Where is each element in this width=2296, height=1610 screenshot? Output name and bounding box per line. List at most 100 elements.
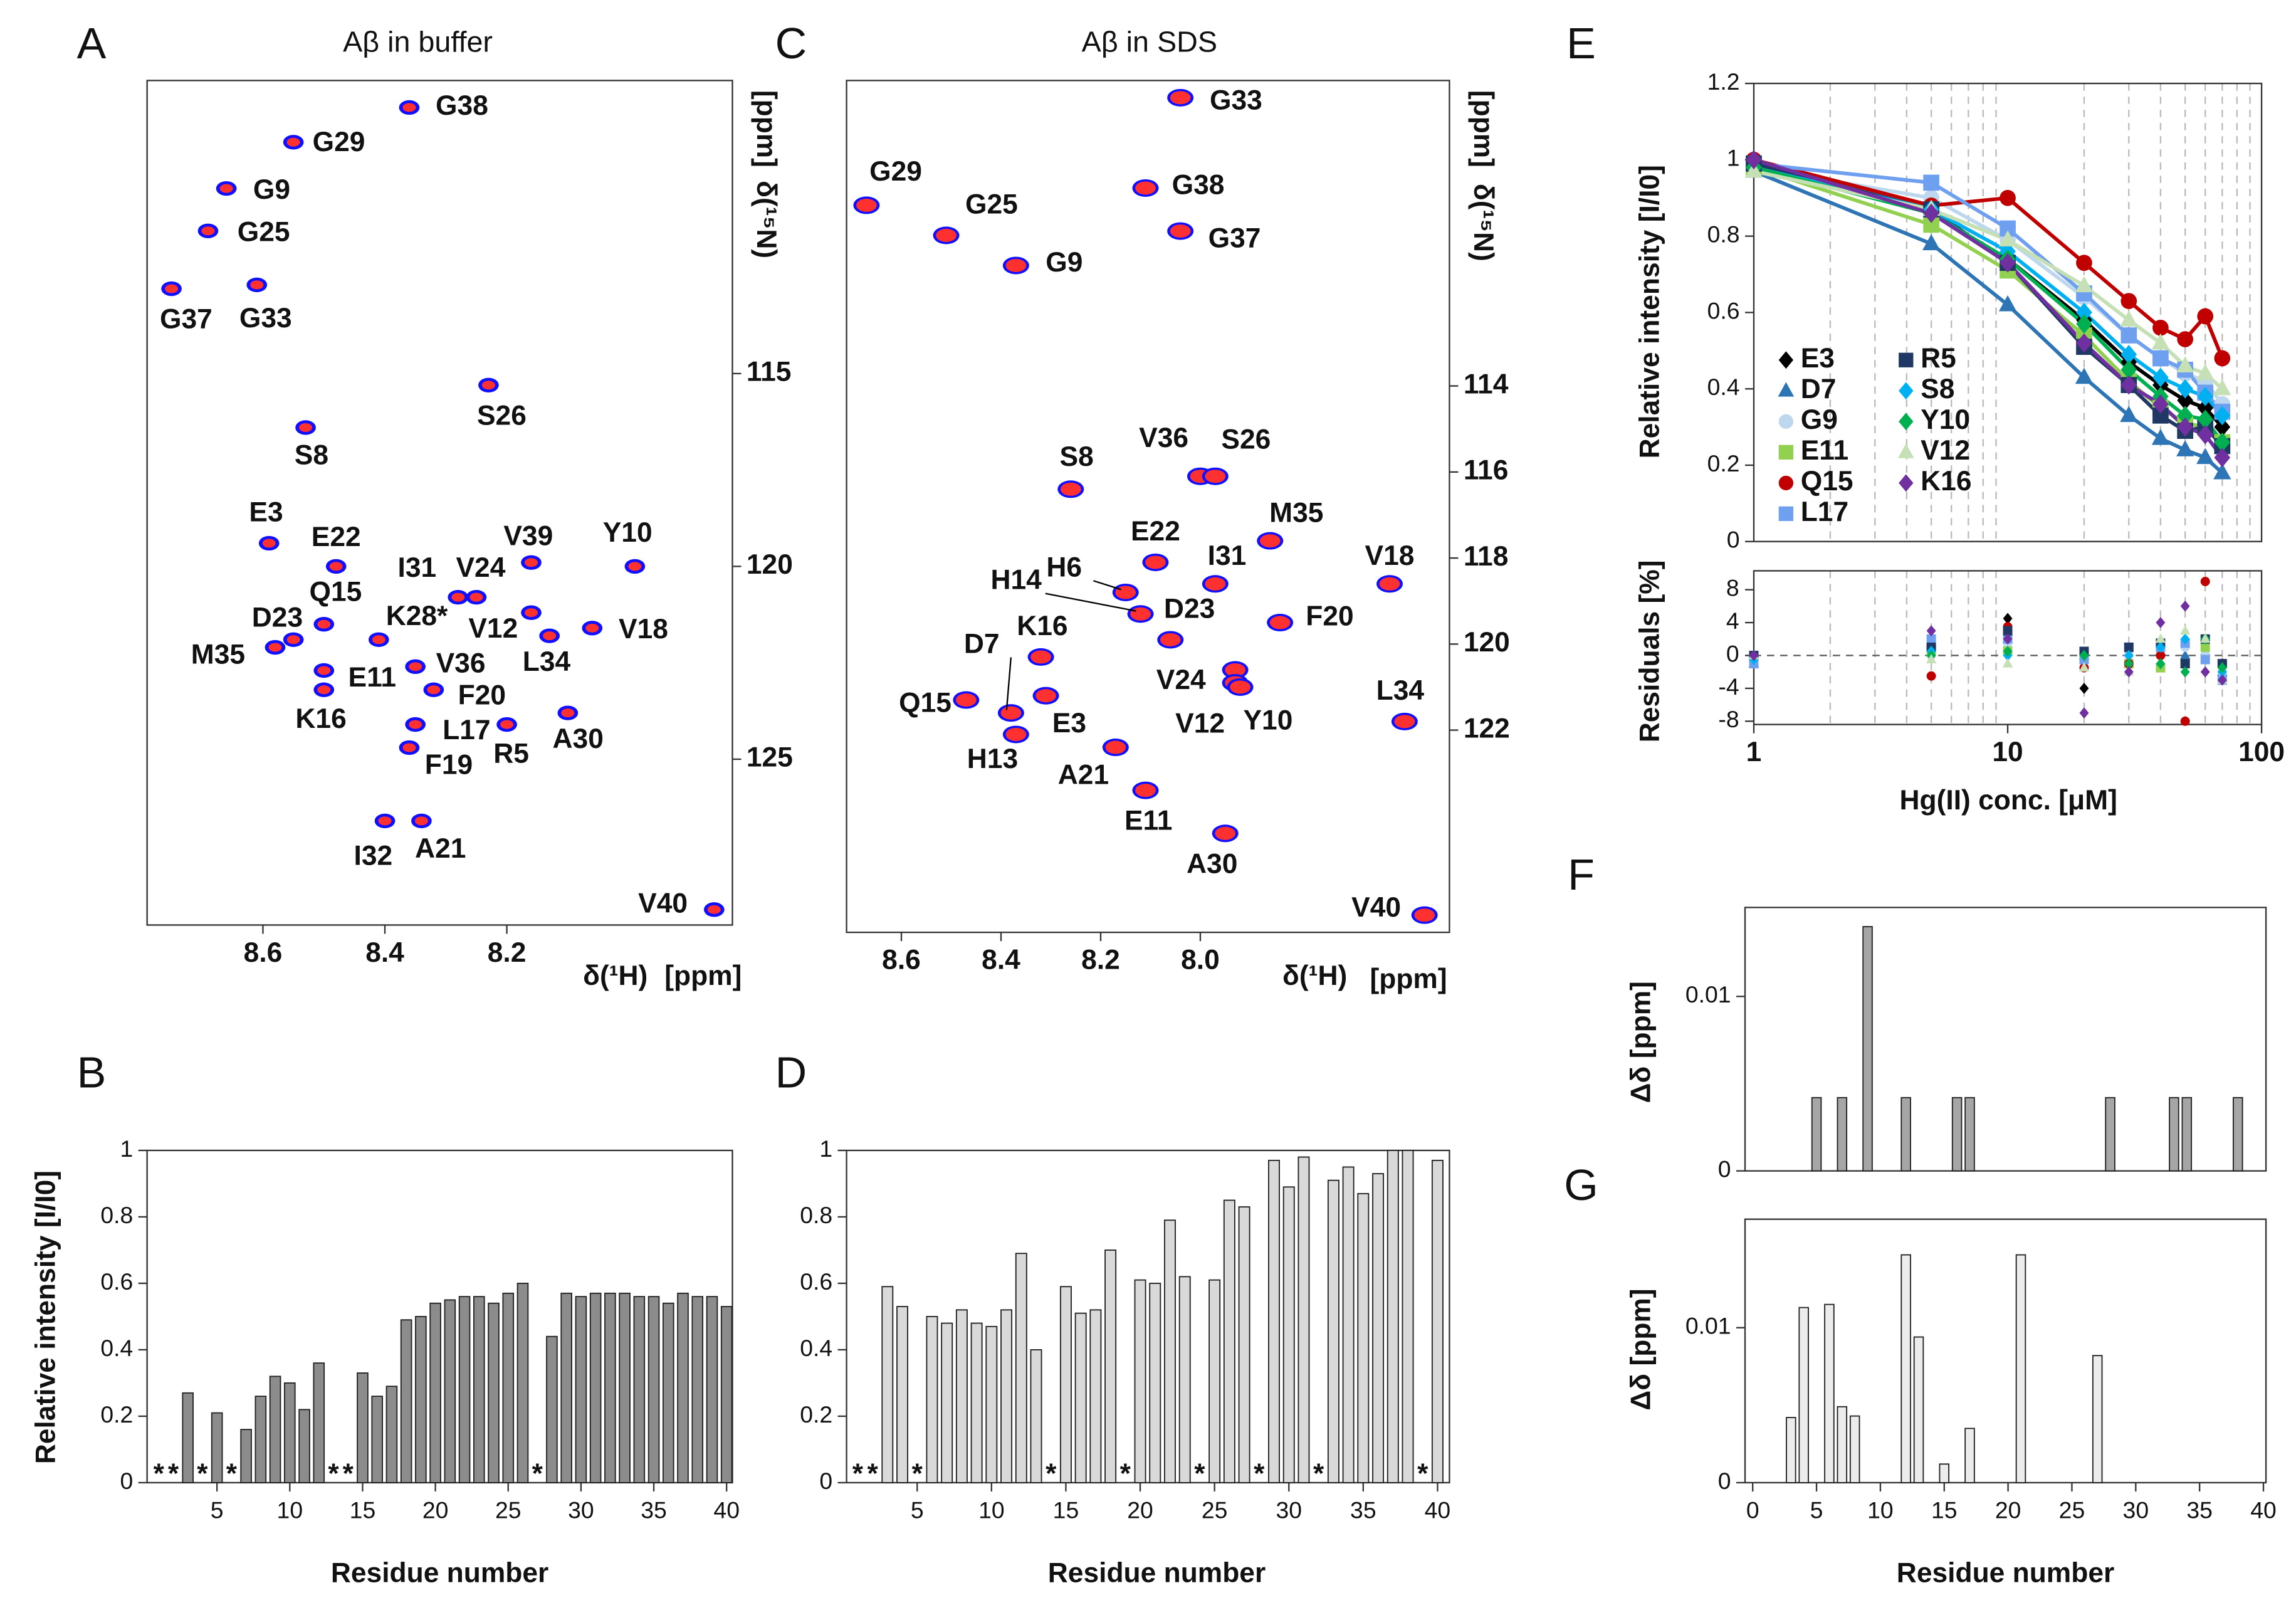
marker	[1744, 161, 1763, 178]
peak-label: I31	[398, 552, 437, 583]
peak-inner	[543, 631, 557, 641]
annotation: *	[912, 1458, 923, 1489]
peak-inner	[1115, 586, 1136, 599]
marker	[2214, 417, 2231, 437]
peak-inner	[329, 562, 343, 571]
bar	[881, 1286, 894, 1483]
peak-inner	[317, 619, 331, 629]
ylabel-unit: [ppm]	[1468, 90, 1499, 167]
x-tick-label: 30	[1276, 1497, 1302, 1523]
bar	[706, 1296, 718, 1483]
peak-inner	[1145, 555, 1166, 569]
bar	[502, 1292, 515, 1483]
ylabel: δ(¹⁵N)	[1468, 184, 1499, 261]
y-tick-label: 118	[1464, 541, 1509, 572]
marker	[2079, 650, 2089, 661]
bar	[211, 1412, 223, 1483]
marker	[2180, 716, 2190, 726]
x-tick-label: 30	[568, 1497, 594, 1523]
bar	[2092, 1355, 2103, 1483]
peak-label: V39	[503, 520, 553, 551]
marker	[2152, 350, 2169, 367]
bar	[415, 1315, 427, 1483]
peak-inner	[317, 685, 331, 695]
bar	[691, 1296, 704, 1483]
marker	[1746, 150, 1762, 170]
xlabel: Residue number	[331, 1558, 548, 1589]
legend-label: Q15	[1801, 466, 1853, 497]
y-tick-label: 0.6	[1707, 297, 1740, 324]
annotation: *	[343, 1458, 354, 1489]
legend-label: K16	[1921, 466, 1971, 497]
xlabel: δ(¹H)	[583, 960, 647, 991]
peak-inner	[1225, 663, 1245, 677]
bar	[2233, 1097, 2243, 1172]
x-tick-label: 5	[911, 1497, 924, 1523]
bar	[1327, 1179, 1339, 1483]
peak-label: I32	[354, 840, 393, 871]
peak-inner	[1215, 826, 1236, 840]
marker	[1749, 650, 1759, 661]
xlabel-unit: [ppm]	[1370, 964, 1447, 994]
bar	[560, 1292, 572, 1483]
peak-label: F20	[1306, 601, 1353, 632]
bar	[1178, 1276, 1191, 1483]
marker	[2151, 428, 2170, 445]
bar	[1030, 1349, 1042, 1483]
bar	[1104, 1250, 1117, 1483]
marker	[2156, 651, 2166, 660]
peak-label: F20	[458, 680, 506, 711]
peak-inner	[286, 635, 300, 645]
bar	[662, 1302, 674, 1483]
xlabel: Residue number	[1897, 1558, 2114, 1589]
bar	[488, 1302, 500, 1483]
panel-label: C	[775, 19, 807, 68]
bar	[516, 1282, 529, 1483]
bar	[1951, 1097, 1963, 1172]
bar	[429, 1302, 441, 1483]
x-tick-label: 100	[2238, 737, 2285, 767]
x-tick-label: 10	[277, 1497, 303, 1523]
peak-label: S26	[477, 400, 527, 431]
bar	[2181, 1097, 2193, 1172]
bar	[1134, 1279, 1146, 1483]
marker	[2124, 650, 2134, 661]
marker	[1998, 230, 2017, 247]
y-tick-label: 125	[747, 742, 793, 773]
peak-inner	[856, 198, 877, 212]
bar	[371, 1396, 383, 1483]
peak-label: L17	[443, 715, 490, 745]
bar	[400, 1319, 412, 1483]
marker	[1778, 445, 1794, 460]
peak-label: M35	[191, 639, 245, 670]
x-tick-label: 20	[1995, 1497, 2021, 1523]
y-tick-label: 1	[1727, 145, 1740, 171]
bar	[1208, 1279, 1221, 1483]
bar	[1964, 1097, 1975, 1172]
x-tick-label: 5	[1810, 1497, 1823, 1523]
peak-label: E22	[312, 522, 361, 552]
bar	[985, 1325, 998, 1483]
bar	[1837, 1406, 1848, 1483]
bar	[546, 1335, 558, 1483]
x-tick-label: 0	[1746, 1497, 1759, 1523]
annotation: *	[154, 1458, 165, 1489]
bar	[896, 1306, 909, 1483]
bar	[1268, 1159, 1280, 1483]
marker	[2152, 319, 2169, 336]
marker	[2200, 633, 2211, 643]
panel-label: A	[77, 19, 107, 68]
peak-label: D23	[252, 602, 303, 633]
peak-label: E3	[249, 497, 283, 528]
marker	[2180, 666, 2190, 678]
annotation: *	[226, 1458, 238, 1489]
peak-label: V36	[1139, 423, 1188, 453]
bar	[1402, 1150, 1414, 1483]
annotation: *	[1313, 1458, 1324, 1489]
plot-frame	[846, 1149, 1450, 1484]
peak-inner	[219, 184, 233, 193]
bar	[1342, 1166, 1355, 1483]
peak-label: E11	[349, 662, 396, 693]
peak-label: M35	[1269, 497, 1323, 528]
